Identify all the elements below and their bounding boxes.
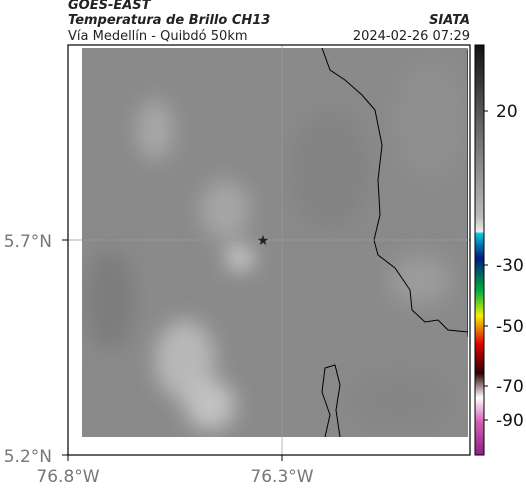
lon-label: 76.3°W [250,467,313,487]
colorbar [474,44,485,456]
colorbar-label: -90 [496,411,524,431]
colorbar-label: -50 [496,317,524,337]
map-title: Temperatura de Brillo CH13 [68,13,270,28]
city-marker: ★ [257,233,270,249]
lat-label: 5.7°N [4,232,52,252]
lat-label: 5.2°N [4,447,52,467]
colorbar-label: 20 [496,102,518,122]
org-label: SIATA [429,13,470,28]
lon-label: 76.8°W [36,467,99,487]
colorbar-ticks [484,110,488,421]
satellite-image [82,48,468,437]
colorbar-label: -30 [496,256,524,276]
source-label: GOES-EAST [68,0,152,13]
map-frame [67,44,471,456]
colorbar-label: -70 [496,377,524,397]
timestamp: 2024-02-26 07:29 [353,29,470,44]
region-label: Vía Medellín - Quibdó 50km [68,29,248,44]
